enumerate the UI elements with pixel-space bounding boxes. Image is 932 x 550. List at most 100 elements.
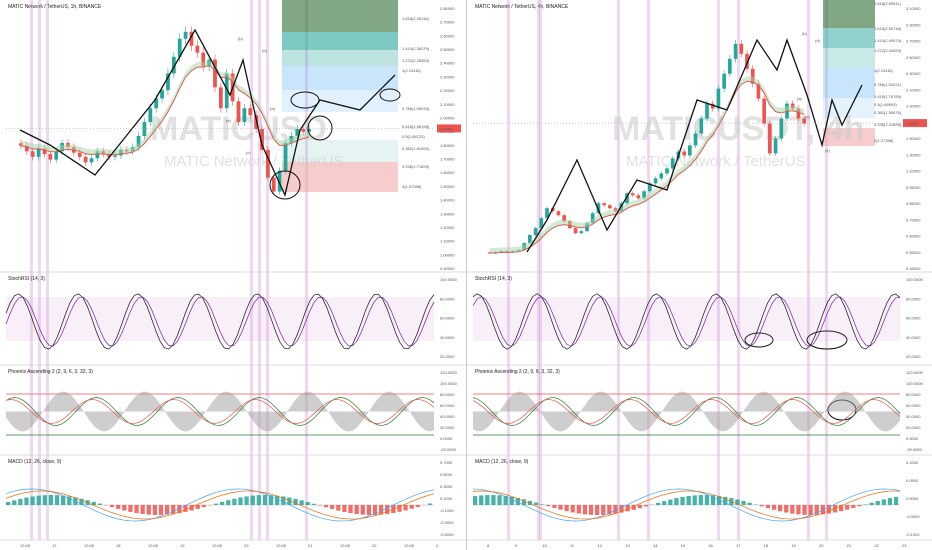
- chart-left-svg[interactable]: MATIC Network / TetherUS, 1h, BINANCE MAT…: [0, 0, 466, 550]
- price-scale-label: 0.95000: [906, 185, 921, 190]
- price-scale-label: 1.90000: [906, 104, 921, 109]
- macd-histogram-bar: [796, 505, 801, 515]
- macd-histogram-bar: [637, 505, 642, 509]
- stoch-d-line: [472, 296, 901, 347]
- price-scale-label: 0.75000: [906, 217, 921, 222]
- candle-body: [528, 235, 532, 244]
- macd-histogram-bar: [613, 505, 618, 514]
- highlight-stripe: [30, 0, 33, 540]
- macd-histogram-bar: [311, 503, 316, 505]
- candle-body: [30, 151, 35, 157]
- macd-histogram-bar: [558, 505, 563, 510]
- macd-histogram-bar: [293, 498, 298, 505]
- macd-histogram-bar: [232, 498, 237, 505]
- wave-label: (e): [226, 118, 232, 123]
- macd-histogram-bar: [79, 498, 84, 505]
- candle-body: [89, 158, 94, 163]
- price-scale-label: 1.20000: [440, 225, 455, 230]
- time-axis-label: 12:00: [404, 543, 415, 548]
- price-scale-label: 2.10000: [906, 87, 921, 92]
- wave-label: (b): [238, 36, 244, 41]
- candle-body: [699, 118, 704, 134]
- fib-label: 1.414(2.36379): [402, 46, 430, 51]
- fib-label: 2.618(2.89911): [874, 1, 902, 6]
- macd-histogram-bar: [256, 495, 261, 505]
- candle-body: [562, 215, 566, 222]
- fib-zone: [823, 98, 875, 118]
- candle-body: [539, 218, 544, 229]
- fib-label: 0(1.57396): [402, 184, 422, 189]
- watermark-symbol: MATICUSDT, 4h: [612, 110, 864, 148]
- price-scale-label: 0.45000: [906, 266, 921, 271]
- indicator-scale-label: -20.0000: [906, 447, 923, 452]
- candle-body: [545, 208, 549, 219]
- fib-label: 1.618(2.45116): [402, 16, 430, 21]
- candle-body: [693, 133, 698, 146]
- fib-label: 0.5(1.66993): [874, 102, 897, 107]
- price-scale-label: 2.60000: [440, 33, 455, 38]
- indicator-scale-label: 20.0000: [440, 425, 455, 430]
- macd-histogram-bar: [109, 505, 115, 508]
- chart-panel-right[interactable]: MATIC Network / TetherUS, 4h, BINANCE MAT…: [467, 0, 932, 550]
- highlight-stripe: [539, 0, 542, 540]
- price-scale-label: 1.30000: [906, 152, 921, 157]
- macd-histogram-bar: [220, 501, 225, 505]
- last-price-label: 1.90461: [905, 121, 920, 126]
- highlight-stripe: [825, 0, 828, 540]
- indicator-scale-label: 40.0000: [906, 335, 921, 340]
- macd-histogram-bar: [158, 505, 164, 515]
- macd-histogram-bar: [643, 505, 649, 507]
- indicator-scale-label: 60.0000: [440, 403, 455, 408]
- highlight-stripe: [537, 0, 540, 540]
- macd-histogram-bar: [839, 505, 844, 512]
- stoch-k-line: [472, 293, 901, 350]
- macd-histogram-bar: [323, 505, 329, 508]
- candle-body: [659, 173, 664, 179]
- fib-label: 0.5(1.88723): [402, 134, 425, 139]
- candle-body: [682, 151, 686, 156]
- indicator-scale-label: 80.0000: [906, 296, 921, 301]
- time-axis-label: 10: [542, 543, 547, 548]
- fib-label: 0.382(1.55876): [874, 110, 902, 115]
- candle-body: [722, 73, 726, 89]
- highlight-stripe: [38, 0, 41, 540]
- candle-body: [596, 203, 601, 214]
- time-axis-label: 15: [681, 543, 686, 548]
- indicator-title: MACD (12, 26, close, 9): [8, 459, 62, 465]
- candle-body: [602, 203, 606, 206]
- price-scale-label: 1.70000: [440, 157, 455, 162]
- chart-panel-left[interactable]: MATIC Network / TetherUS, 1h, BINANCE MAT…: [0, 0, 467, 550]
- fib-zone: [823, 28, 875, 48]
- candle-body: [254, 115, 259, 130]
- macd-histogram-bar: [360, 505, 365, 515]
- macd-histogram-bar: [540, 504, 545, 505]
- macd-histogram-bar: [366, 505, 372, 515]
- macd-histogram-bar: [515, 497, 520, 505]
- time-axis-label: 21: [308, 543, 313, 548]
- macd-histogram-bar: [857, 505, 862, 507]
- phoenix-area: [6, 391, 434, 432]
- time-axis-label: 11: [570, 543, 575, 548]
- candle-body: [48, 154, 53, 160]
- candle-body: [171, 56, 176, 74]
- time-axis-label: 14: [653, 543, 658, 548]
- macd-histogram-bar: [808, 505, 813, 515]
- highlight-stripe: [507, 0, 510, 540]
- macd-histogram-bar: [330, 505, 335, 510]
- macd-histogram-bar: [576, 505, 581, 514]
- candle-body: [802, 118, 806, 124]
- macd-histogram-bar: [674, 498, 679, 505]
- indicator-title: StochRSI (14, 3): [8, 276, 45, 282]
- hand-drawn-circle: [379, 88, 401, 102]
- macd-histogram-bar: [698, 495, 703, 505]
- macd-histogram-bar: [534, 502, 539, 505]
- macd-histogram-bar: [564, 505, 569, 512]
- candle-body: [166, 73, 170, 91]
- candle-body: [271, 177, 276, 192]
- macd-histogram-bar: [30, 496, 35, 505]
- chart-right-svg[interactable]: MATIC Network / TetherUS, 4h, BINANCE MAT…: [467, 0, 932, 550]
- indicator-scale-label: 40.0000: [440, 335, 455, 340]
- macd-histogram-bar: [784, 505, 789, 513]
- hand-drawn-circle: [307, 115, 333, 141]
- macd-histogram-bar: [281, 496, 286, 505]
